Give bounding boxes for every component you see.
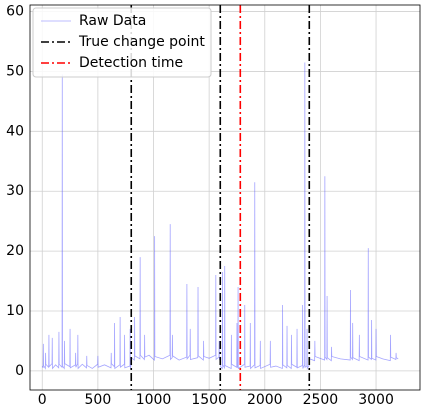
plot-frame	[29, 4, 421, 391]
legend-label: Detection time	[79, 55, 183, 71]
x-tick-label: 1000	[136, 392, 172, 408]
x-tick-label: 2000	[247, 392, 283, 408]
x-tick-label: 2500	[303, 392, 339, 408]
y-tick-label: 0	[15, 363, 24, 379]
x-tick-label: 0	[38, 392, 47, 408]
x-tick-label: 500	[85, 392, 112, 408]
y-tick-label: 30	[6, 183, 24, 199]
x-tick-label: 3000	[358, 392, 394, 408]
y-tick-label: 60	[6, 4, 24, 20]
y-tick-label: 50	[6, 63, 24, 79]
raw-data-line	[41, 62, 399, 370]
y-tick-label: 20	[6, 243, 24, 259]
legend-label: Raw Data	[79, 13, 146, 29]
y-tick-label: 10	[6, 303, 24, 319]
legend-box	[32, 7, 212, 78]
y-tick-label: 40	[6, 123, 24, 139]
x-tick-label: 1500	[191, 392, 227, 408]
legend-label: True change point	[78, 34, 205, 50]
